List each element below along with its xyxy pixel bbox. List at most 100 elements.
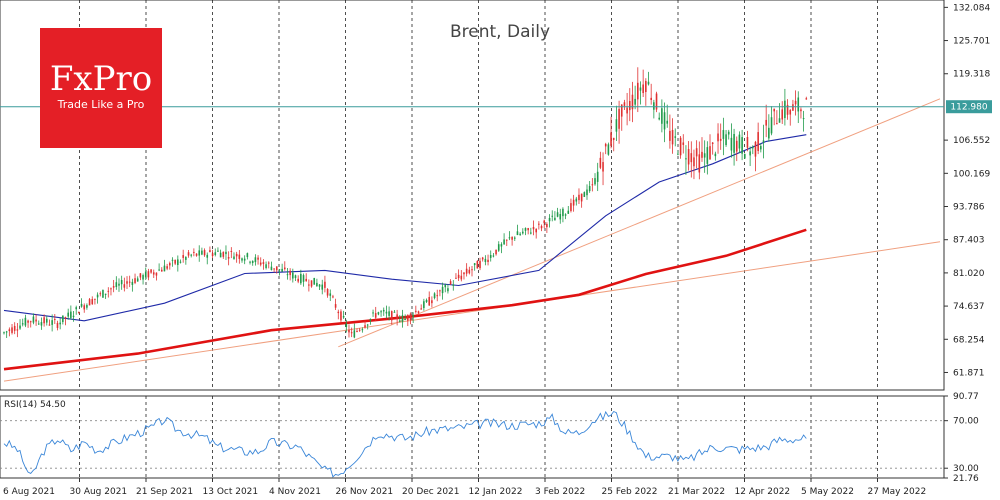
candle-body: [128, 281, 131, 283]
candle-body: [602, 162, 604, 172]
candle-body: [96, 294, 99, 298]
candle-body: [776, 123, 778, 125]
candle-body: [516, 231, 519, 236]
vertical-gridlines: [79, 0, 878, 390]
candle-body: [709, 146, 711, 160]
candle-body: [578, 194, 580, 201]
candle-body: [746, 137, 749, 148]
candle-body: [626, 107, 628, 114]
candle-body: [489, 255, 492, 258]
rsi-series-line: [3, 410, 807, 478]
candle-body: [144, 271, 147, 278]
candle-body: [685, 158, 687, 160]
rsi-y-tick-label: 90.77: [953, 392, 979, 402]
candle-body: [794, 100, 797, 105]
candle-body: [251, 260, 254, 263]
candle-body: [407, 315, 409, 321]
x-tick-label: 30 Aug 2021: [70, 487, 128, 497]
candle-body: [278, 269, 281, 271]
candle-body: [792, 104, 794, 111]
candle-body: [393, 311, 396, 313]
candle-body: [719, 138, 722, 141]
candle-body: [88, 299, 91, 306]
candle-body: [647, 81, 650, 85]
candle-body: [650, 97, 652, 101]
candle-body: [674, 136, 677, 138]
candle-body: [380, 311, 382, 313]
candle-body: [70, 311, 72, 318]
candle-body: [203, 250, 206, 256]
candle-body: [784, 100, 786, 119]
candle-body: [150, 269, 152, 273]
candle-body: [663, 112, 666, 130]
fxpro-logo: FxPro Trade Like a Pro: [40, 28, 162, 148]
candle-body: [612, 137, 615, 140]
candle-body: [527, 228, 529, 231]
candle-body: [800, 109, 802, 112]
candle-body: [778, 118, 781, 123]
candle-body: [24, 317, 27, 326]
candle-body: [94, 298, 96, 300]
candle-body: [267, 262, 270, 264]
candle-body: [594, 178, 596, 185]
candle-body: [722, 130, 725, 139]
candle-body: [452, 284, 455, 286]
candle-body: [40, 322, 43, 326]
candle-body: [374, 313, 377, 318]
candle-body: [634, 98, 636, 105]
candle-body: [112, 286, 115, 288]
candle-body: [225, 251, 227, 255]
x-tick-label: 3 Feb 2022: [535, 487, 585, 497]
candle-body: [227, 257, 230, 259]
candle-body: [562, 208, 564, 217]
candle-body: [535, 228, 537, 233]
candle-body: [195, 253, 198, 256]
candle-body: [353, 330, 356, 338]
candle-body: [618, 108, 620, 129]
candle-body: [273, 268, 275, 270]
candle-body: [390, 311, 393, 321]
candle-body: [62, 315, 64, 323]
candle-body: [123, 284, 126, 288]
candle-body: [548, 217, 551, 222]
candle-body: [246, 253, 249, 258]
candle-body: [575, 198, 578, 202]
candle-body: [241, 258, 243, 261]
candle-body: [687, 149, 690, 165]
candle-body: [441, 286, 444, 294]
rsi-y-tick-label: 21.76: [953, 474, 979, 484]
candle-body: [321, 284, 324, 290]
candle-body: [727, 131, 730, 135]
candle-body: [460, 275, 463, 280]
candle-body: [281, 268, 283, 272]
candle-body: [628, 100, 631, 111]
candle-body: [487, 259, 489, 263]
candle-body: [385, 311, 388, 314]
candle-body: [302, 275, 305, 282]
candle-body: [289, 270, 291, 276]
candle-body: [768, 127, 770, 139]
candle-body: [238, 254, 241, 259]
candle-body: [249, 261, 251, 263]
candle-body: [492, 255, 495, 257]
candle-body: [551, 215, 554, 217]
candle-body: [337, 311, 340, 314]
candle-body: [35, 319, 37, 322]
candle-body: [45, 318, 48, 323]
candle-body: [500, 244, 503, 247]
candle-body: [126, 281, 128, 284]
price-axis: 132.084 125.701 119.318 106.552 100.169 93.78…: [944, 3, 990, 378]
candle-body: [570, 203, 572, 212]
candle-body: [182, 255, 184, 258]
candle-body: [316, 282, 318, 287]
candle-body: [5, 331, 8, 333]
candle-body: [13, 325, 16, 331]
candle-body: [655, 93, 658, 110]
candle-body: [342, 315, 345, 318]
candle-body: [358, 329, 361, 331]
candle-body: [72, 315, 75, 318]
candle-body: [423, 301, 425, 309]
candle-body: [623, 102, 626, 106]
candle-body: [637, 82, 639, 100]
candle-body: [166, 266, 168, 269]
